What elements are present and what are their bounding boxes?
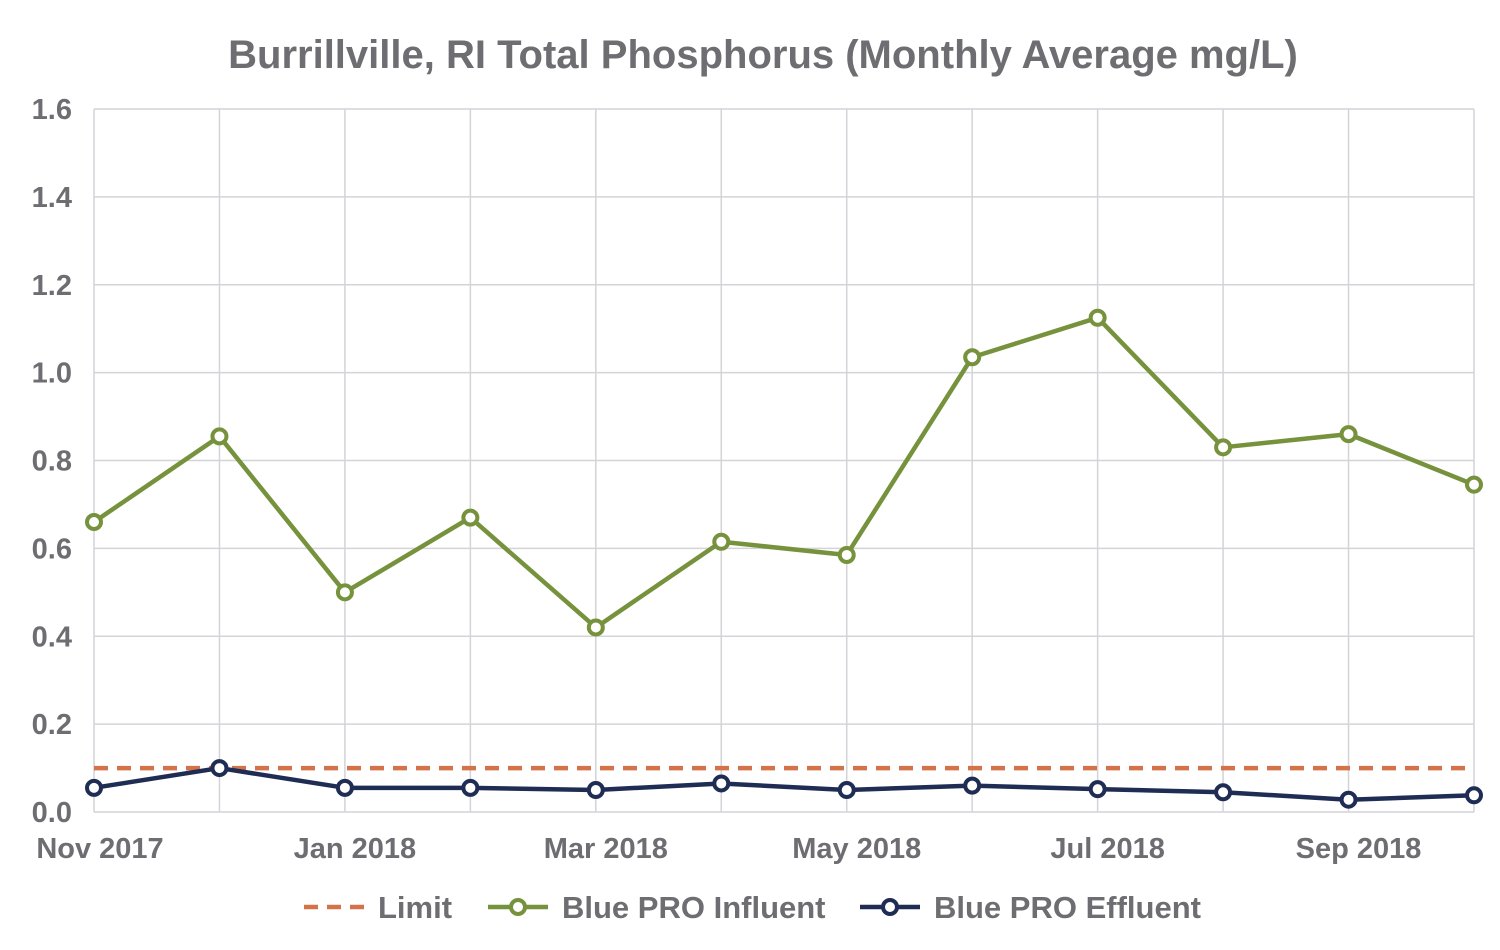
x-tick-label: May 2018	[792, 833, 921, 865]
x-tick-label: Jan 2018	[294, 833, 417, 865]
y-tick-label: 1.2	[32, 270, 72, 302]
data-point	[210, 759, 229, 778]
data-point	[712, 774, 731, 793]
gridlines	[93, 108, 1475, 813]
y-tick-label: 1.0	[32, 358, 72, 390]
legend-item: Limit	[304, 890, 452, 925]
legend: Limit Blue PRO Influent Blue PRO Effluent	[304, 890, 1201, 925]
data-point	[335, 778, 354, 797]
data-point	[85, 513, 103, 532]
x-tick-label: Jul 2018	[1050, 833, 1164, 865]
data-point	[1465, 475, 1483, 494]
y-tick-label: 0.4	[32, 621, 72, 653]
legend-item: Blue PRO Influent	[488, 890, 826, 925]
y-tick-label: 1.6	[32, 94, 72, 126]
data-point	[1465, 786, 1483, 805]
legend-label: Blue PRO Influent	[562, 890, 826, 925]
data-point	[461, 778, 480, 797]
chart-title: Burrillville, RI Total Phosphorus (Month…	[228, 33, 1298, 77]
x-tick-label: Nov 2017	[36, 833, 163, 865]
data-point	[1088, 308, 1107, 327]
legend-label: Limit	[378, 890, 452, 925]
series-blue-pro-effluent	[85, 759, 1483, 809]
data-point	[1339, 425, 1358, 444]
data-point	[712, 532, 731, 551]
legend-item: Blue PRO Effluent	[860, 890, 1201, 925]
series-line	[92, 315, 1475, 630]
data-point	[1339, 790, 1358, 809]
y-tick-label: 1.4	[32, 182, 72, 214]
legend-marker	[881, 898, 899, 916]
series-blue-pro-influent	[85, 308, 1483, 637]
data-point	[837, 545, 856, 564]
legend-label: Blue PRO Effluent	[934, 890, 1201, 925]
legend-marker	[509, 898, 527, 916]
data-point	[85, 778, 103, 797]
y-tick-label: 0.6	[32, 533, 72, 565]
data-point	[586, 781, 605, 800]
y-tick-label: 0.0	[32, 797, 72, 829]
data-point	[1088, 780, 1107, 799]
y-axis-tick-labels: 0.0 0.2 0.4 0.6 0.8 1.0 1.2 1.4 1.6	[32, 94, 72, 829]
data-point	[335, 583, 354, 602]
data-point	[1214, 438, 1233, 457]
data-point	[586, 618, 605, 637]
data-point	[963, 776, 982, 795]
x-tick-label: Mar 2018	[544, 833, 668, 865]
data-point	[461, 508, 480, 527]
x-tick-label: Sep 2018	[1296, 833, 1422, 865]
data-point	[963, 348, 982, 367]
data-point	[837, 781, 856, 800]
data-point	[1214, 783, 1233, 802]
x-axis-tick-labels: Nov 2017 Jan 2018 Mar 2018 May 2018 Jul 2018…	[36, 833, 1421, 865]
series-layer	[85, 308, 1483, 809]
data-point	[210, 427, 229, 446]
y-tick-label: 0.2	[32, 709, 72, 741]
y-tick-label: 0.8	[32, 446, 72, 478]
series-line	[93, 765, 1475, 802]
